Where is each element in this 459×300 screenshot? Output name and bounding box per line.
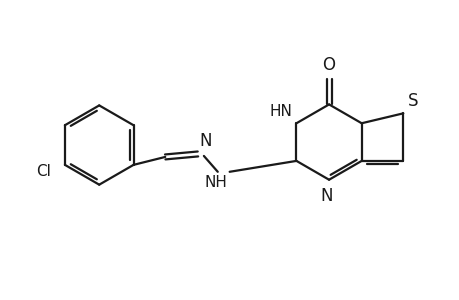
Text: S: S — [407, 92, 418, 110]
Text: NH: NH — [204, 175, 227, 190]
Text: O: O — [322, 56, 335, 74]
Text: N: N — [198, 132, 211, 150]
Text: Cl: Cl — [36, 164, 51, 179]
Text: N: N — [320, 187, 333, 205]
Text: HN: HN — [269, 104, 292, 119]
